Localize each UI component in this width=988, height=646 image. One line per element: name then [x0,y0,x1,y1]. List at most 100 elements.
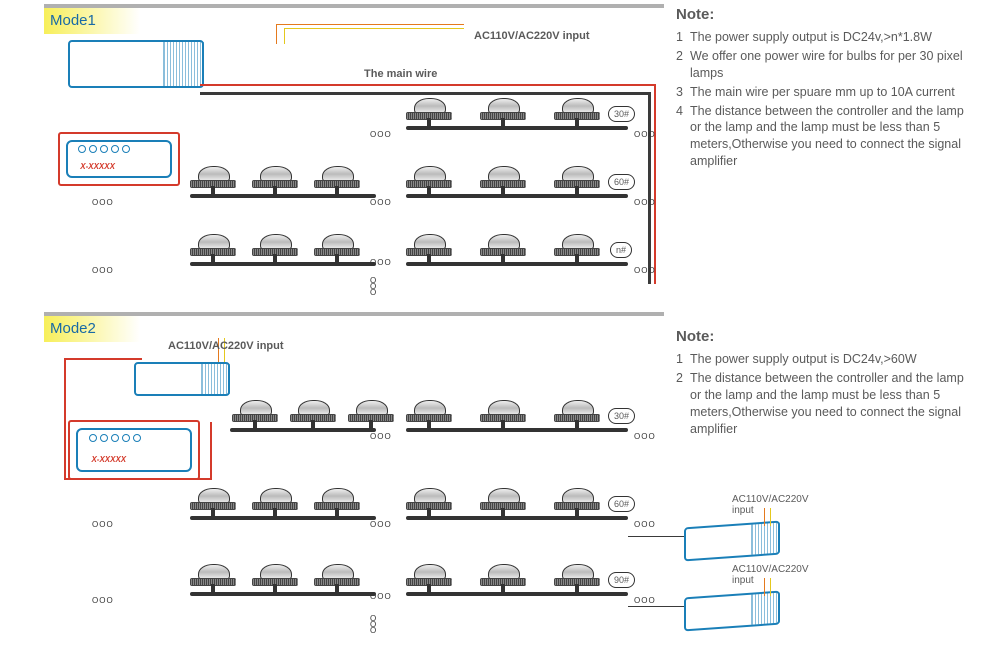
lamp-node [314,488,360,516]
red-ring-left [64,358,66,480]
note-block-1: Note: 1The power supply output is DC24v,… [676,6,976,172]
controller-wrap-2: X-XXXXX [68,420,200,480]
lamp-node [406,234,452,262]
note-item: 2The distance between the controller and… [676,370,976,438]
continuation-ooo: OOO [634,198,656,207]
note-number: 4 [676,103,690,171]
ac-input-label-1: AC110V/AC220V input [474,30,590,42]
lamp-node [554,488,600,516]
lamp-node [554,166,600,194]
continuation-ooo: OOO [370,278,377,296]
continuation-ooo: OOO [92,198,114,207]
ac-yellow-h [284,28,464,29]
psu-mode2-r1 [684,521,780,562]
note-number: 1 [676,351,690,368]
page-root: Mode1 AC110V/AC220V input The main wire … [0,0,988,646]
lamp-node [480,564,526,592]
controller-brand: X-XXXXX [91,455,126,464]
controller-1: X-XXXXX [66,140,172,178]
controller-knobs [89,434,141,442]
continuation-ooo: OOO [634,520,656,529]
controller-2: X-XXXXX [76,428,192,472]
mode1-diagram: AC110V/AC220V input The main wire X-XXXX… [44,34,664,284]
lamp-row-wire [406,592,628,596]
lamp-node [348,400,394,428]
note-title-1: Note: [676,6,976,23]
controller-knobs [78,145,130,153]
lamp-row-wire [406,194,628,198]
lamp-node [406,98,452,126]
lamp-node [554,234,600,262]
note-number: 2 [676,370,690,438]
psu-mode2-r2 [684,591,780,632]
lamp-row-wire [406,126,628,130]
lamp-node [480,234,526,262]
lamp-node [314,234,360,262]
red-ring-top [64,358,142,360]
lamp-index-pill: 60# [608,496,635,512]
lamp-node [554,98,600,126]
lamp-node [406,400,452,428]
psu-mode2-main [134,362,230,396]
controller-brand: X-XXXXX [80,162,115,171]
main-red-v [654,84,656,284]
lamp-node [480,488,526,516]
lamp-node [190,564,236,592]
note-text: The power supply output is DC24v,>n*1.8W [690,29,932,46]
red-ring-right [210,422,212,480]
note-number: 1 [676,29,690,46]
psu-fins [201,364,230,394]
note-text: The power supply output is DC24v,>60W [690,351,917,368]
lamp-node [190,166,236,194]
lamp-index-pill: 30# [608,106,635,122]
note-text: The distance between the controller and … [690,370,976,438]
lamp-row-wire [190,262,376,266]
lamp-row-wire [406,516,628,520]
note-item: 4The distance between the controller and… [676,103,976,171]
lamp-row-wire [190,516,376,520]
lamp-row-wire [190,194,376,198]
psu-fins [751,523,780,555]
ac-yellow-v [284,28,285,44]
lamp-index-pill: 30# [608,408,635,424]
note-text: The main wire per spuare mm up to 10A cu… [690,84,955,101]
lamp-node [252,488,298,516]
main-wire-label: The main wire [364,68,437,80]
lamp-node [406,488,452,516]
lamp-node [554,564,600,592]
lamp-node [290,400,336,428]
continuation-ooo: OOO [92,596,114,605]
continuation-ooo: OOO [634,266,656,275]
lamp-node [314,564,360,592]
continuation-ooo: OOO [370,432,392,441]
psu-fins [751,593,780,625]
lamp-node [252,234,298,262]
note-list-1: 1The power supply output is DC24v,>n*1.8… [676,29,976,170]
lamp-node [480,400,526,428]
lamp-node [406,564,452,592]
psu-r1-link [628,536,684,537]
continuation-ooo: OOO [370,520,392,529]
controller-wrap-1: X-XXXXX [58,132,180,186]
note-text: We offer one power wire for bulbs for pe… [690,48,976,82]
psu-fins [163,42,204,86]
mode1-label: Mode1 [44,8,140,34]
continuation-ooo: OOO [370,258,392,267]
main-black-v [648,92,651,284]
lamp-node [232,400,278,428]
continuation-ooo: OOO [634,432,656,441]
lamp-node [314,166,360,194]
continuation-ooo: OOO [370,198,392,207]
lamp-node [554,400,600,428]
lamp-node [252,564,298,592]
lamp-node [190,234,236,262]
main-black-h1 [200,92,650,95]
ac-input-label-r1: AC110V/AC220V input [732,494,809,516]
note-item: 1The power supply output is DC24v,>n*1.8… [676,29,976,46]
main-red-h [200,84,656,86]
lamp-node [190,488,236,516]
continuation-ooo: OOO [370,592,392,601]
lamp-row-wire [190,592,376,596]
lamp-index-pill: 90# [608,572,635,588]
lamp-row-wire [230,428,376,432]
